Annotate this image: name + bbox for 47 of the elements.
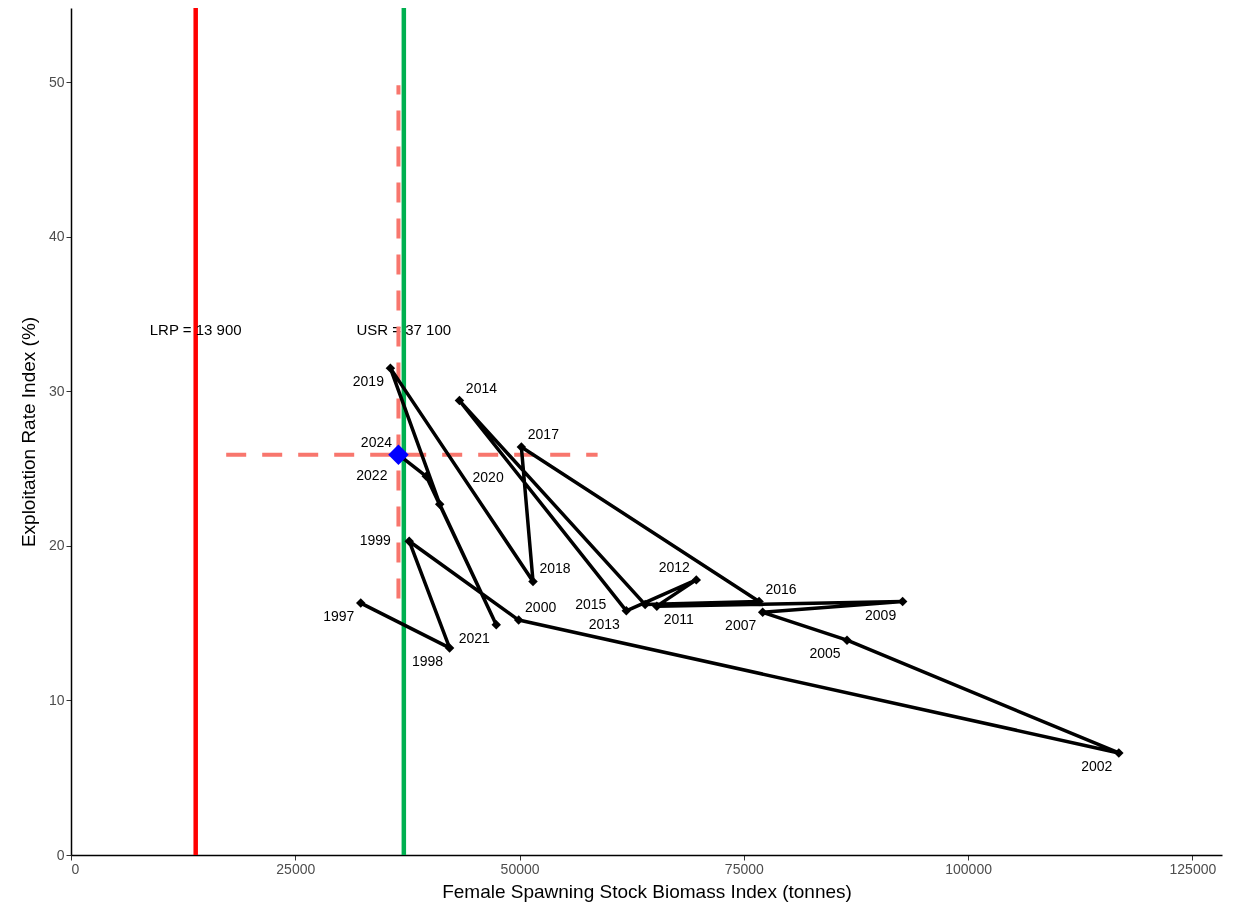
annotation: 2021	[458, 629, 491, 646]
point	[385, 363, 396, 373]
x-tick-label: 50000	[500, 860, 540, 877]
annotation: 2009	[865, 606, 897, 623]
annotation: 2016	[765, 580, 797, 597]
annotation: 2000	[525, 599, 557, 616]
annotation: 2013	[588, 615, 621, 632]
annotation: 2024	[360, 433, 393, 450]
y-tick-label: 0	[56, 846, 65, 863]
annotation: 2007	[725, 617, 757, 634]
y-tick-label: 30	[48, 382, 65, 399]
annotation: 2011	[663, 611, 695, 628]
annotation: 2017	[527, 425, 560, 442]
annotation: 2012	[658, 558, 691, 575]
y-tick-label: 50	[48, 73, 65, 90]
annotation: 2015	[575, 595, 607, 612]
point	[516, 442, 527, 452]
point	[621, 606, 632, 616]
annotation: 2005	[809, 645, 841, 662]
x-tick-label: 125000	[1169, 860, 1217, 877]
annotation: 2019	[352, 373, 385, 390]
point	[513, 615, 524, 625]
annotation: 2018	[539, 560, 571, 577]
x-tick-label: 75000	[724, 860, 765, 877]
annotation: 1998	[412, 652, 444, 669]
x-tick-label: 0	[71, 860, 80, 877]
point	[434, 499, 445, 509]
point	[356, 598, 366, 608]
point	[404, 536, 414, 546]
point	[652, 601, 662, 611]
annotation: 2002	[1081, 757, 1113, 774]
y-axis-title: Exploitation Rate Index (%)	[17, 316, 39, 548]
y-tick-label: 10	[48, 691, 65, 708]
point	[491, 619, 501, 630]
x-tick-label: 100000	[945, 860, 993, 877]
x-tick-label: 25000	[276, 860, 316, 877]
annotation: 2020	[472, 468, 504, 485]
point	[454, 395, 465, 406]
annotation: 2022	[356, 467, 388, 484]
annotation: 2014	[465, 379, 498, 396]
point	[444, 643, 455, 653]
point	[691, 575, 702, 585]
y-tick-label: 40	[48, 228, 65, 245]
annotation: 1997	[323, 608, 355, 625]
annotation: 1999	[359, 532, 391, 549]
x-axis-title: Female Spawning Stock Biomass Index (tonnes)	[442, 880, 852, 902]
y-tick-label: 20	[48, 537, 65, 554]
